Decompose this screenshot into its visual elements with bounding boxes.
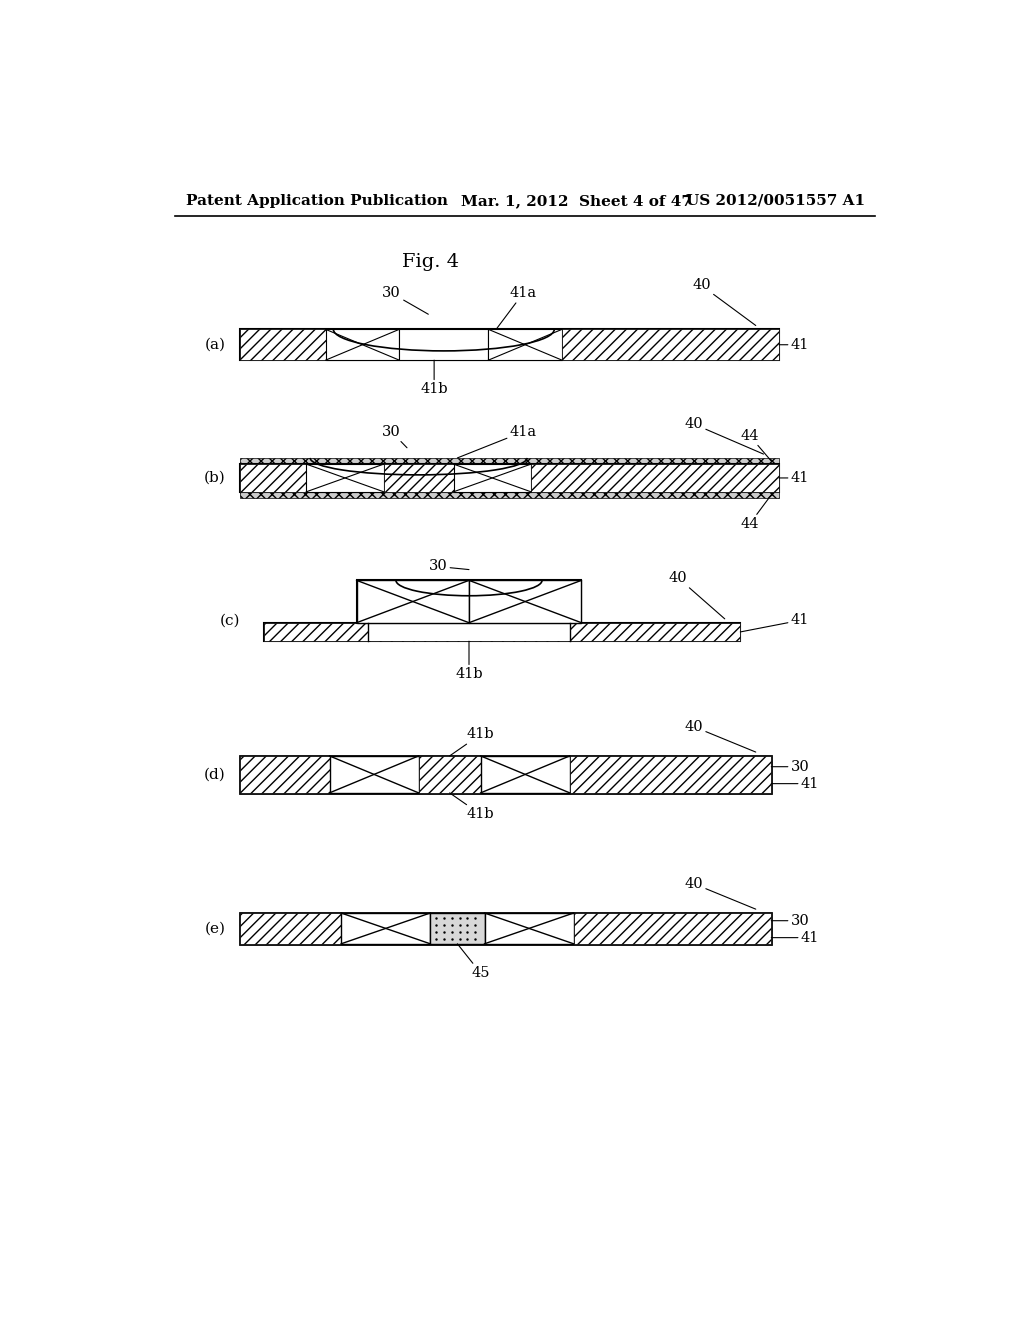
Text: 40: 40	[684, 417, 764, 454]
Text: 41b: 41b	[420, 360, 447, 396]
Text: Fig. 4: Fig. 4	[401, 253, 459, 272]
Bar	[241, 458, 779, 465]
Bar	[241, 756, 771, 793]
Bar	[241, 330, 779, 360]
Bar	[569, 756, 771, 793]
Text: Mar. 1, 2012  Sheet 4 of 47: Mar. 1, 2012 Sheet 4 of 47	[461, 194, 692, 207]
Bar	[399, 330, 488, 360]
Bar	[573, 913, 771, 944]
Text: 30: 30	[382, 425, 407, 447]
Bar	[488, 330, 562, 360]
Text: 40: 40	[692, 279, 756, 326]
Text: 40: 40	[684, 719, 756, 752]
Bar	[469, 581, 582, 623]
Bar	[241, 913, 771, 944]
Text: 30: 30	[382, 286, 428, 314]
Bar	[454, 465, 531, 492]
Bar	[356, 581, 582, 623]
Text: 40: 40	[669, 572, 725, 619]
Bar	[341, 913, 430, 944]
Text: 44: 44	[740, 495, 771, 531]
Bar	[241, 756, 330, 793]
Text: 41b: 41b	[456, 642, 482, 681]
Bar	[326, 330, 399, 360]
Text: 41: 41	[771, 776, 819, 791]
Bar	[419, 756, 480, 793]
Bar	[430, 913, 484, 944]
Bar	[241, 465, 306, 492]
Bar	[241, 492, 779, 498]
Text: 41a: 41a	[496, 286, 537, 330]
Text: 44: 44	[740, 429, 771, 461]
Bar	[369, 623, 569, 642]
Text: 40: 40	[684, 876, 756, 909]
Text: 41: 41	[771, 931, 819, 945]
Bar	[306, 465, 384, 492]
Text: (d): (d)	[204, 767, 225, 781]
Bar	[263, 623, 740, 642]
Bar	[480, 756, 569, 793]
Text: 41: 41	[779, 471, 809, 484]
Bar	[241, 330, 326, 360]
Text: 41: 41	[740, 614, 809, 632]
Bar	[384, 465, 454, 492]
Text: 30: 30	[771, 760, 809, 774]
Bar	[562, 330, 779, 360]
Bar	[263, 623, 740, 642]
Text: 45: 45	[458, 944, 489, 979]
Text: US 2012/0051557 A1: US 2012/0051557 A1	[686, 194, 865, 207]
Bar	[330, 756, 419, 793]
Text: (c): (c)	[220, 614, 241, 627]
Text: Patent Application Publication: Patent Application Publication	[186, 194, 449, 207]
Bar	[241, 913, 341, 944]
Bar	[531, 465, 779, 492]
Text: 41b: 41b	[450, 727, 495, 756]
Text: (b): (b)	[204, 471, 225, 484]
Bar	[484, 913, 573, 944]
Text: (e): (e)	[205, 921, 225, 936]
Text: 41: 41	[779, 338, 809, 351]
Text: 41b: 41b	[450, 793, 495, 821]
Text: 30: 30	[429, 560, 469, 573]
Text: 30: 30	[771, 913, 809, 928]
Bar	[356, 581, 469, 623]
Bar	[241, 465, 779, 492]
Text: (a): (a)	[205, 338, 225, 351]
Text: 41a: 41a	[458, 425, 537, 458]
